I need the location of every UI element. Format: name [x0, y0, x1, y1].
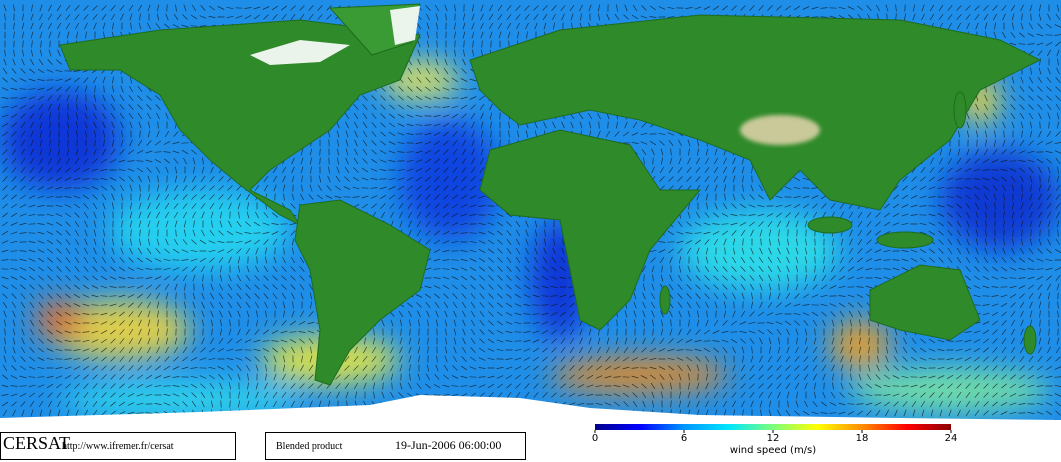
- ocean: [0, 0, 1061, 432]
- colorbar-tick-label: 6: [681, 433, 687, 444]
- product: Blended product: [276, 441, 343, 452]
- logo-box: [0, 432, 236, 460]
- colorbar-tick-label: 0: [592, 433, 598, 444]
- colorbar-label: wind speed (m/s): [730, 445, 816, 456]
- product-box: [265, 432, 526, 460]
- ice: [250, 6, 420, 65]
- land: [59, 3, 1042, 386]
- logo: CERSAT: [3, 433, 70, 453]
- colorbar: [595, 424, 951, 430]
- datetime: 19-Jun-2006 06:00:00: [395, 438, 501, 452]
- colorbar-tick-label: 12: [767, 433, 780, 444]
- colorbar-tick-label: 18: [856, 433, 869, 444]
- colorbar-tick-label: 24: [945, 433, 958, 444]
- url: http://www.ifremer.fr/cersat: [62, 441, 174, 452]
- plateau: [740, 115, 820, 145]
- antarctica: [0, 395, 1061, 432]
